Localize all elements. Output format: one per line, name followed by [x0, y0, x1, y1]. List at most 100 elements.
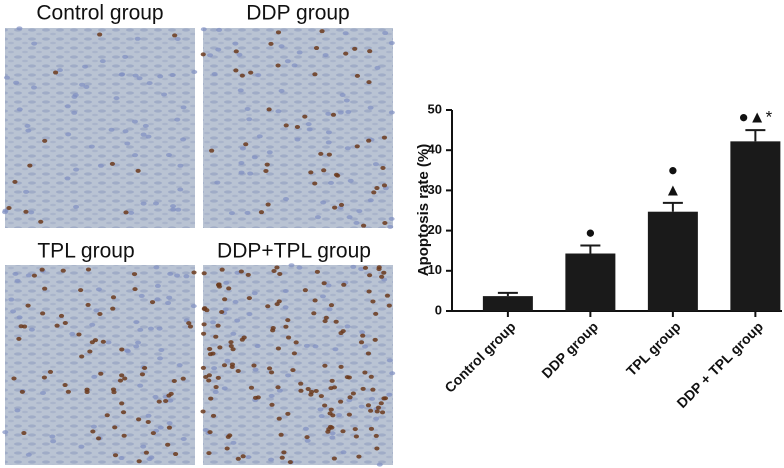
nucleus: [268, 41, 274, 46]
nucleus: [311, 311, 317, 316]
nucleus: [330, 413, 336, 418]
x-tick-label: Control group: [441, 318, 518, 395]
nucleus: [318, 414, 325, 419]
nucleus: [105, 340, 112, 345]
nucleus: [110, 306, 116, 311]
nucleus: [60, 268, 66, 273]
nucleus: [343, 98, 350, 103]
nucleus: [90, 429, 96, 434]
nucleus: [279, 455, 285, 460]
nucleus: [352, 427, 358, 432]
nucleus: [104, 413, 110, 418]
nucleus: [216, 27, 223, 32]
nucleus: [169, 73, 176, 78]
nucleus: [268, 457, 275, 462]
nucleus: [131, 272, 138, 277]
nucleus: [163, 398, 169, 403]
nucleus: [353, 220, 360, 225]
nucleus: [277, 271, 283, 276]
y-tick-label: 20: [428, 222, 442, 237]
nucleus: [370, 299, 376, 304]
nucleus: [118, 456, 125, 461]
nucleus: [304, 435, 310, 440]
nucleus: [39, 267, 45, 272]
nucleus: [326, 307, 333, 312]
nucleus: [82, 64, 89, 69]
nucleus: [360, 386, 366, 391]
nucleus: [21, 431, 27, 436]
nucleus: [223, 280, 230, 285]
nucleus: [10, 309, 17, 314]
nucleus: [248, 385, 255, 390]
nucleus: [325, 111, 332, 116]
nucleus: [325, 283, 332, 288]
nucleus: [350, 264, 357, 269]
nucleus: [172, 452, 179, 457]
nucleus: [374, 446, 380, 451]
nucleus: [200, 365, 207, 370]
nucleus: [322, 403, 328, 408]
nucleus: [321, 281, 327, 286]
nucleus: [78, 288, 84, 293]
nucleus: [180, 376, 186, 381]
nucleus: [304, 438, 311, 443]
nucleus: [98, 371, 104, 376]
nucleus: [110, 295, 117, 300]
nucleus: [298, 388, 304, 393]
nucleus: [211, 72, 218, 77]
panel-label: DDP group: [246, 2, 350, 25]
nucleus: [252, 367, 259, 372]
nucleus: [170, 204, 177, 209]
nucleus: [268, 393, 275, 398]
nucleus: [359, 330, 366, 335]
nucleus: [358, 267, 365, 272]
nucleus: [122, 129, 129, 134]
nucleus: [93, 308, 100, 313]
nucleus: [71, 110, 78, 115]
nucleus: [366, 273, 373, 278]
nucleus: [368, 426, 375, 431]
nucleus: [240, 454, 246, 459]
nucleus: [318, 394, 324, 399]
nucleus: [328, 386, 334, 391]
nucleus: [25, 303, 31, 308]
nucleus: [200, 52, 206, 57]
nucleus: [251, 155, 258, 160]
nucleus: [381, 135, 388, 140]
x-tick-label: TPL group: [623, 318, 684, 379]
nucleus: [191, 70, 198, 75]
nucleus: [79, 82, 86, 87]
nucleus: [372, 162, 379, 167]
nucleus: [207, 346, 213, 351]
nucleus: [40, 311, 46, 316]
nucleus: [376, 267, 382, 272]
nucleus: [170, 207, 177, 212]
nucleus: [216, 282, 222, 287]
nucleus: [40, 390, 47, 395]
nucleus: [266, 366, 273, 371]
nucleus: [265, 304, 271, 309]
nucleus: [6, 206, 12, 211]
nucleus: [69, 331, 76, 336]
nucleus: [84, 387, 90, 392]
nucleus: [136, 417, 142, 422]
nucleus: [270, 328, 276, 333]
nucleus: [328, 407, 334, 412]
nucleus: [373, 433, 379, 438]
micrograph: [5, 28, 195, 228]
nucleus: [294, 137, 301, 142]
nucleus: [73, 167, 80, 172]
nucleus: [372, 337, 378, 342]
nucleus: [239, 73, 245, 78]
nucleus: [305, 122, 312, 127]
nucleus: [328, 180, 335, 185]
nucleus: [219, 309, 225, 314]
nucleus: [354, 144, 360, 149]
nucleus: [99, 59, 106, 64]
nucleus: [367, 49, 373, 54]
nucleus: [64, 104, 71, 109]
nucleus: [108, 127, 115, 132]
nucleus: [210, 413, 217, 418]
nucleus: [313, 388, 319, 393]
nucleus: [308, 170, 314, 175]
